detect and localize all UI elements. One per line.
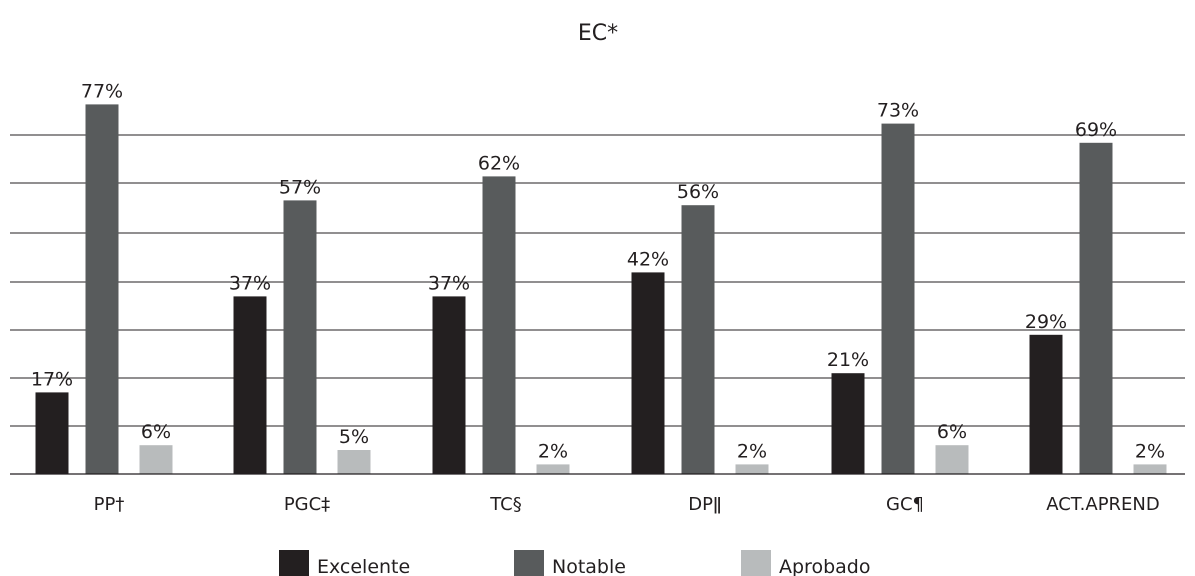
- bar-aprobado-3: [536, 464, 570, 474]
- data-label-aprobado-5: 6%: [937, 421, 967, 443]
- data-label-excelente-2: 37%: [229, 272, 271, 294]
- data-label-notable-5: 73%: [877, 100, 919, 122]
- data-label-aprobado-2: 5%: [339, 426, 369, 448]
- bar-notable-2: [283, 200, 317, 474]
- data-label-excelente-5: 21%: [827, 349, 869, 371]
- gridlines: [10, 134, 1185, 427]
- bar-notable-4: [681, 205, 715, 474]
- data-label-aprobado-4: 2%: [737, 440, 767, 462]
- data-label-aprobado-3: 2%: [538, 440, 568, 462]
- data-label-aprobado-1: 6%: [141, 421, 171, 443]
- bar-excelente-5: [831, 373, 865, 474]
- legend: Excelente Notable Aprobado: [279, 550, 870, 576]
- bar-excelente-3: [432, 296, 466, 474]
- data-label-notable-4: 56%: [677, 181, 719, 203]
- data-label-notable-1: 77%: [81, 80, 123, 102]
- bar-excelente-2: [233, 296, 267, 474]
- bars: [35, 104, 1167, 475]
- x-tick-label: TC§: [489, 494, 522, 515]
- legend-swatch-aprobado: [741, 550, 771, 576]
- data-label-notable-3: 62%: [478, 152, 520, 174]
- bar-excelente-1: [35, 392, 69, 474]
- bar-aprobado-2: [337, 450, 371, 474]
- data-label-excelente-1: 17%: [31, 368, 73, 390]
- x-tick-label: ACT.APREND: [1046, 494, 1160, 515]
- x-tick-label: PP†: [94, 494, 125, 515]
- data-label-notable-2: 57%: [279, 176, 321, 198]
- data-label-excelente-3: 37%: [428, 272, 470, 294]
- data-label-excelente-4: 42%: [627, 248, 669, 270]
- data-label-notable-6: 69%: [1075, 119, 1117, 141]
- bar-aprobado-4: [735, 464, 769, 474]
- chart-title: EC*: [578, 21, 618, 46]
- data-label-aprobado-6: 2%: [1135, 440, 1165, 462]
- bar-notable-3: [482, 176, 516, 474]
- bar-notable-1: [85, 104, 119, 475]
- x-tick-label: PGC‡: [284, 494, 330, 515]
- bar-excelente-6: [1029, 334, 1063, 474]
- x-axis-tick-labels: PP† PGC‡ TC§ DPǁ GC¶ ACT.APREND: [94, 494, 1160, 515]
- x-tick-label: DPǁ: [688, 494, 722, 515]
- legend-label-excelente: Excelente: [317, 556, 410, 576]
- bar-notable-5: [881, 123, 915, 474]
- legend-swatch-notable: [514, 550, 544, 576]
- x-tick-label: GC¶: [886, 494, 924, 515]
- legend-label-aprobado: Aprobado: [779, 556, 870, 576]
- bar-notable-6: [1079, 142, 1113, 475]
- legend-label-notable: Notable: [552, 556, 626, 576]
- bar-aprobado-6: [1133, 464, 1167, 474]
- bar-aprobado-5: [935, 445, 969, 474]
- data-labels: 17% 37% 37% 42% 21% 29% 77% 57% 62% 56% 73% 69% 6% 5%…: [31, 80, 1165, 462]
- bar-aprobado-1: [139, 445, 173, 474]
- legend-swatch-excelente: [279, 550, 309, 576]
- data-label-excelente-6: 29%: [1025, 311, 1067, 333]
- bar-excelente-4: [631, 272, 665, 474]
